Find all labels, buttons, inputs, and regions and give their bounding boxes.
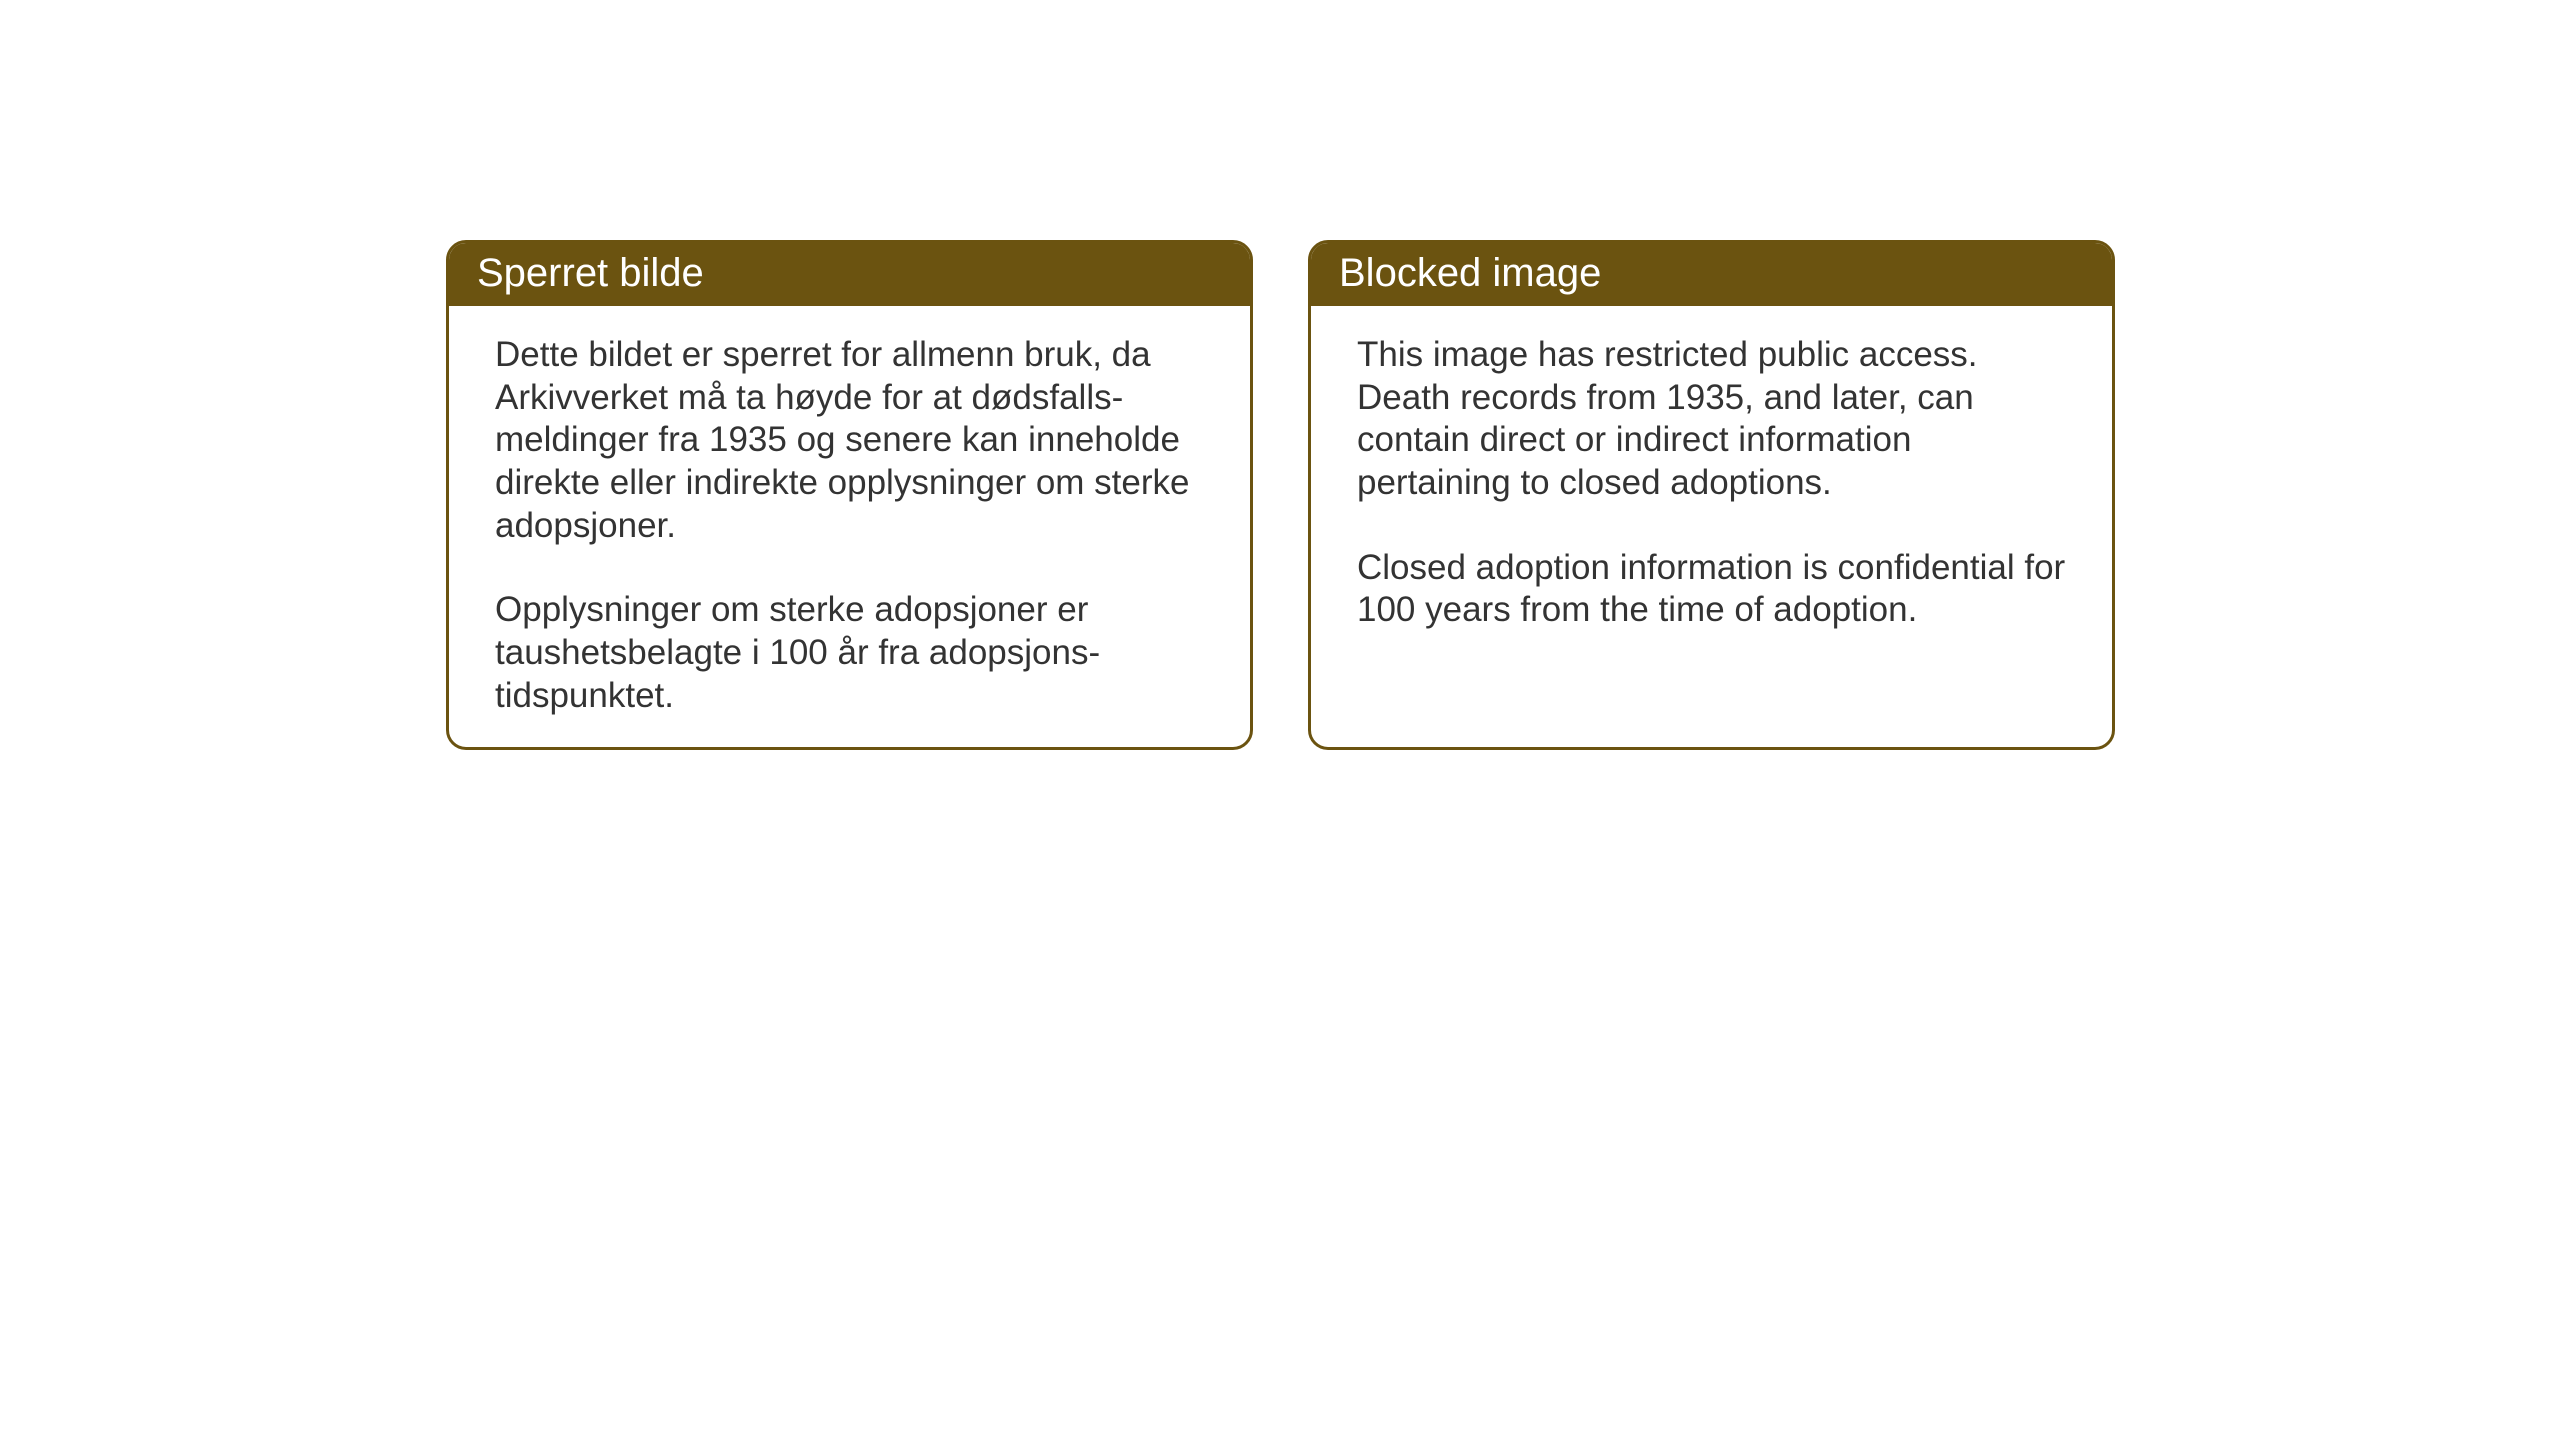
card-header: Blocked image xyxy=(1311,243,2112,306)
notice-card-norwegian: Sperret bilde Dette bildet er sperret fo… xyxy=(446,240,1253,750)
notice-card-english: Blocked image This image has restricted … xyxy=(1308,240,2115,750)
card-paragraph: This image has restricted public access.… xyxy=(1357,334,2066,505)
card-body: Dette bildet er sperret for allmenn bruk… xyxy=(449,306,1250,748)
card-paragraph: Opplysninger om sterke adopsjoner er tau… xyxy=(495,589,1204,717)
notice-container: Sperret bilde Dette bildet er sperret fo… xyxy=(0,0,2560,750)
card-paragraph: Dette bildet er sperret for allmenn bruk… xyxy=(495,334,1204,547)
card-header: Sperret bilde xyxy=(449,243,1250,306)
card-body: This image has restricted public access.… xyxy=(1311,306,2112,662)
card-paragraph: Closed adoption information is confident… xyxy=(1357,547,2066,632)
